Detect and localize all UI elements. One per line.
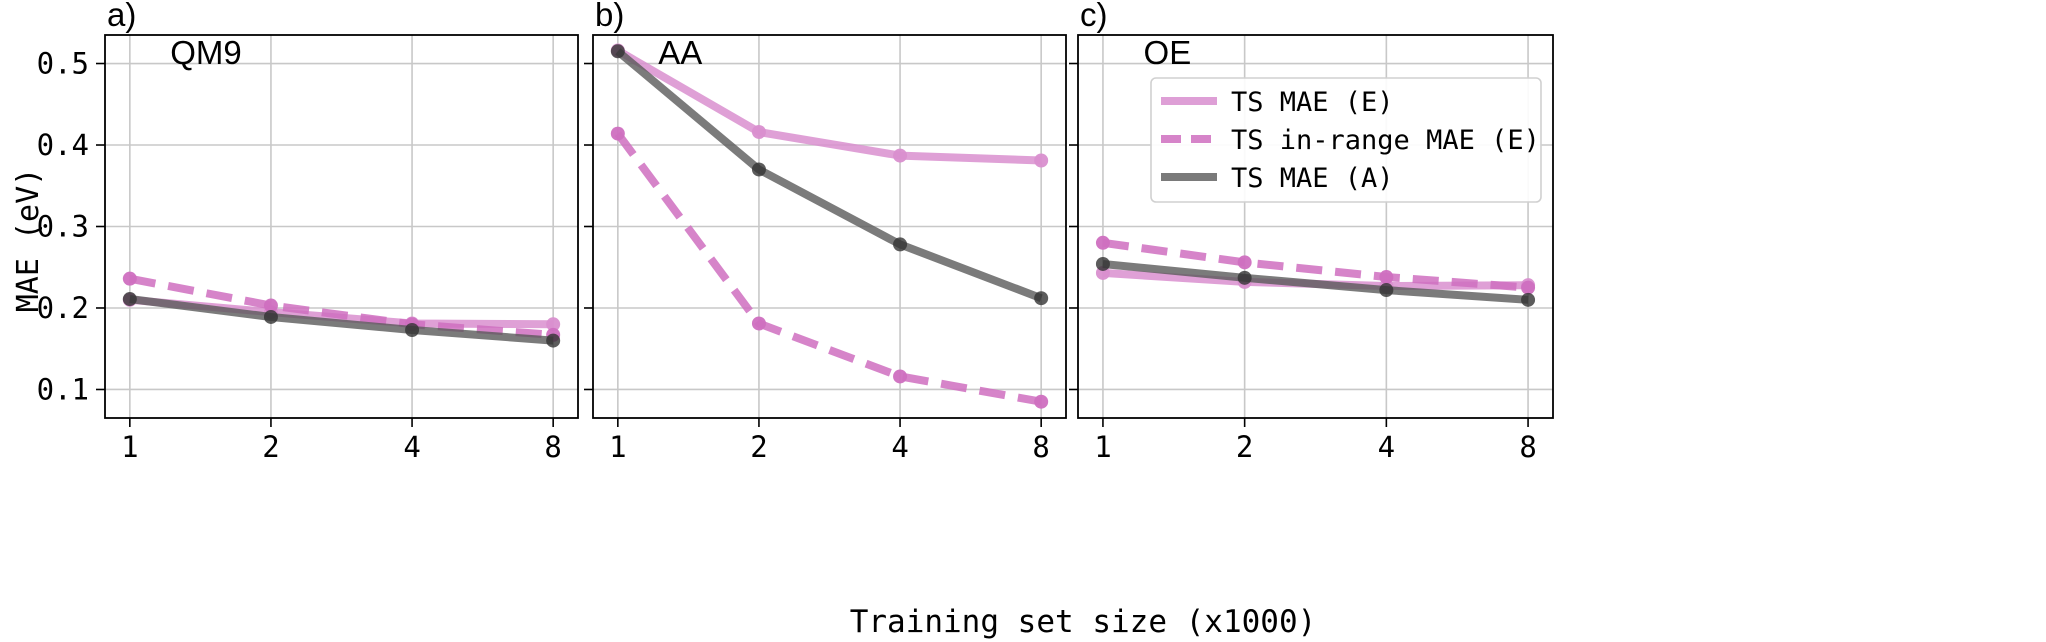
data-point [122, 271, 137, 286]
panel-title: OE [1144, 34, 1192, 71]
x-tick-label: 4 [403, 430, 420, 464]
data-point [546, 333, 561, 348]
y-tick-label: 0.2 [37, 291, 89, 325]
series-line-3 [615, 48, 1043, 302]
panels: 0.1 0.2 0.3 0.4 0.5 1 2 4 8 a) QM9 1 2 4 8 b) AA 1 2 4 8 c) OE [37, 0, 1554, 464]
x-tick-label: 1 [121, 430, 138, 464]
panel-frame [592, 34, 1067, 419]
data-point [751, 316, 766, 331]
data-point [1095, 235, 1110, 250]
data-point [893, 237, 908, 252]
data-point [751, 162, 766, 177]
data-point [610, 44, 625, 59]
y-axis-label: MAE (eV) [11, 168, 46, 313]
data-point [893, 369, 908, 384]
series-line-3 [1102, 260, 1529, 304]
legend-label-1: TS MAE (E) [1231, 87, 1394, 118]
data-point [263, 309, 278, 324]
panel-letter: b) [595, 0, 624, 33]
data-point [1095, 256, 1110, 271]
x-tick-label: 8 [544, 430, 561, 464]
legend-label-3: TS MAE (A) [1231, 163, 1394, 194]
legend: TS MAE (E) TS in-range MAE (E) TS MAE (A) [1150, 77, 1542, 203]
x-tick-label: 1 [609, 430, 626, 464]
y-tick-label: 0.4 [37, 128, 89, 162]
data-point [405, 322, 420, 337]
series-line-2 [1102, 238, 1529, 292]
data-point [1034, 153, 1049, 168]
panel-letter: c) [1080, 0, 1108, 33]
y-tick-label: 0.1 [37, 372, 89, 406]
data-point [1237, 255, 1252, 270]
series-line-2 [614, 131, 1042, 406]
panel-2: 1 2 4 8 b) AA [584, 0, 1067, 464]
panel-letter: a) [107, 0, 136, 33]
data-point [610, 126, 625, 141]
x-axis-label: Training set size (x1000) [850, 604, 1317, 640]
x-tick-label: 4 [891, 430, 908, 464]
y-tick-label: 0.3 [37, 210, 89, 244]
panel-frame [1077, 34, 1554, 419]
panel-1: 0.1 0.2 0.3 0.4 0.5 1 2 4 8 a) QM9 [37, 0, 579, 464]
data-point [1521, 280, 1536, 295]
x-tick-label: 4 [1378, 430, 1395, 464]
x-tick-label: 8 [1032, 430, 1049, 464]
legend-box [1150, 77, 1542, 203]
panel-title: QM9 [170, 34, 242, 71]
data-point [122, 292, 137, 307]
data-point [1034, 291, 1049, 306]
data-point [1379, 283, 1394, 298]
data-point [546, 317, 561, 332]
data-point [1379, 270, 1394, 285]
data-point [1237, 270, 1252, 285]
series-line-1 [615, 47, 1042, 165]
panel-frame [104, 34, 579, 419]
x-tick-label: 2 [1236, 430, 1253, 464]
data-point [751, 124, 766, 139]
legend-label-2: TS in-range MAE (E) [1231, 125, 1540, 156]
x-tick-label: 2 [262, 430, 279, 464]
panel-3: 1 2 4 8 c) OE [1069, 0, 1554, 464]
x-tick-label: 8 [1519, 430, 1536, 464]
panel-title: AA [658, 34, 702, 71]
data-point [263, 298, 278, 313]
series-line-3 [129, 295, 554, 345]
x-tick-label: 2 [750, 430, 767, 464]
data-point [1521, 292, 1536, 307]
data-point [893, 148, 908, 163]
series-line-2 [129, 274, 554, 339]
data-point [1034, 394, 1049, 409]
y-tick-label: 0.5 [37, 47, 89, 81]
x-tick-label: 1 [1094, 430, 1111, 464]
